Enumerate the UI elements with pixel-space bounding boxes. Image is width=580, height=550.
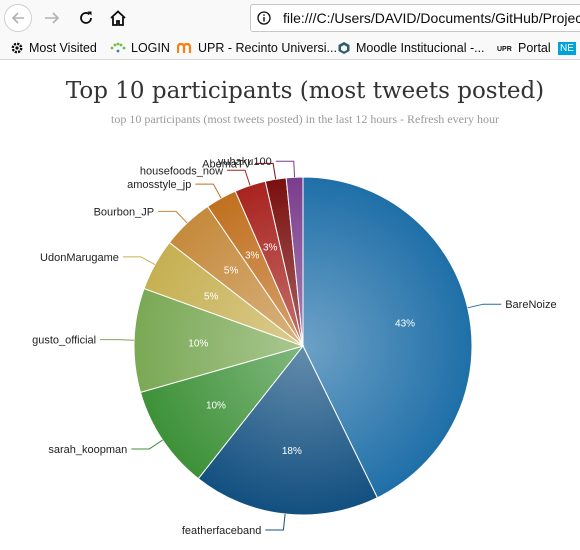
label-connector — [265, 513, 286, 531]
slice-label: amosstyle_jp — [127, 179, 191, 191]
dots-icon — [110, 42, 126, 54]
slice-percentage: 10% — [206, 400, 226, 411]
forward-button[interactable] — [38, 4, 66, 32]
slice-percentage: 18% — [282, 446, 302, 457]
slice-label: AbemaTV — [202, 158, 252, 170]
home-button[interactable] — [104, 4, 132, 32]
label-connector — [275, 160, 296, 178]
slice-percentage: 3% — [263, 242, 278, 253]
pie-chart: BareNoize 43% featherfaceband 18% sarah_koop… — [32, 156, 556, 537]
home-icon — [110, 10, 126, 26]
bookmark-label: UPR - Recinto Universi... — [198, 41, 337, 55]
gear-icon — [10, 41, 24, 55]
bookmark-portal[interactable]: UPR Portal — [497, 40, 551, 56]
slice-label: featherfaceband — [182, 525, 262, 537]
slice-label: UdonMarugame — [40, 252, 119, 264]
reload-button[interactable] — [72, 4, 100, 32]
label-connector — [227, 169, 251, 186]
arrow-right-icon — [45, 12, 60, 24]
bookmarks-toolbar: Most Visited LOGIN UPR - Recinto Univers… — [0, 36, 580, 60]
pie-slice-barenoize[interactable] — [302, 176, 473, 499]
bookmark-login[interactable]: LOGIN — [110, 40, 170, 56]
slice-label: yuhaku100 — [218, 156, 272, 168]
slice-label: sarah_koopman — [48, 444, 127, 456]
bookmark-moodle[interactable]: Moodle Institucional -... — [337, 40, 485, 56]
slice-label: gusto_official — [32, 335, 96, 347]
slice-percentage: 5% — [204, 292, 219, 303]
address-bar[interactable]: file:///C:/Users/DAVID/Documents/GitHub/… — [250, 4, 580, 32]
chart-title: Top 10 participants (most tweets posted) — [65, 78, 545, 104]
slice-percentage: 43% — [395, 318, 415, 329]
label-connector — [100, 339, 135, 341]
browser-toolbar: file:///C:/Users/DAVID/Documents/GitHub/… — [0, 0, 580, 36]
svg-text:UPR: UPR — [497, 46, 512, 53]
bookmark-upr-recinto[interactable]: UPR - Recinto Universi... — [177, 40, 337, 56]
bookmark-label: Moodle Institucional -... — [356, 41, 485, 55]
bookmark-label: Most Visited — [29, 41, 97, 55]
ne-badge-icon: NE — [558, 41, 576, 55]
label-connector — [158, 210, 188, 224]
bookmark-label: LOGIN — [131, 41, 170, 55]
chart-container: Top 10 participants (most tweets posted)… — [0, 60, 580, 550]
slice-percentage: 5% — [224, 266, 239, 277]
label-connector — [131, 439, 163, 450]
slice-label: BareNoize — [505, 299, 556, 311]
reload-icon — [80, 11, 92, 24]
hexagon-icon — [337, 41, 351, 55]
slice-label: Bourbon_JP — [94, 206, 155, 218]
slice-label: housefoods_now — [140, 165, 223, 177]
pie-slice-featherfaceband[interactable] — [197, 345, 379, 516]
chart-subtitle: top 10 participants (most tweets posted)… — [111, 112, 499, 126]
arrow-left-icon — [11, 12, 24, 24]
url-text: file:///C:/Users/DAVID/Documents/GitHub/… — [283, 10, 580, 26]
slice-percentage: 10% — [188, 338, 208, 349]
label-connector — [195, 183, 222, 199]
bookmark-label: Portal — [518, 41, 551, 55]
slice-percentage: 3% — [245, 250, 260, 261]
bookmark-most-visited[interactable]: Most Visited — [10, 40, 97, 56]
label-connector — [255, 162, 277, 180]
back-button[interactable] — [4, 4, 32, 32]
info-icon[interactable] — [257, 11, 271, 25]
bookmark-ne[interactable]: NE — [558, 40, 576, 56]
moodle-m-icon — [177, 42, 193, 54]
label-connector — [467, 303, 502, 309]
upr-logo-icon: UPR — [497, 43, 513, 53]
label-connector — [122, 256, 156, 266]
